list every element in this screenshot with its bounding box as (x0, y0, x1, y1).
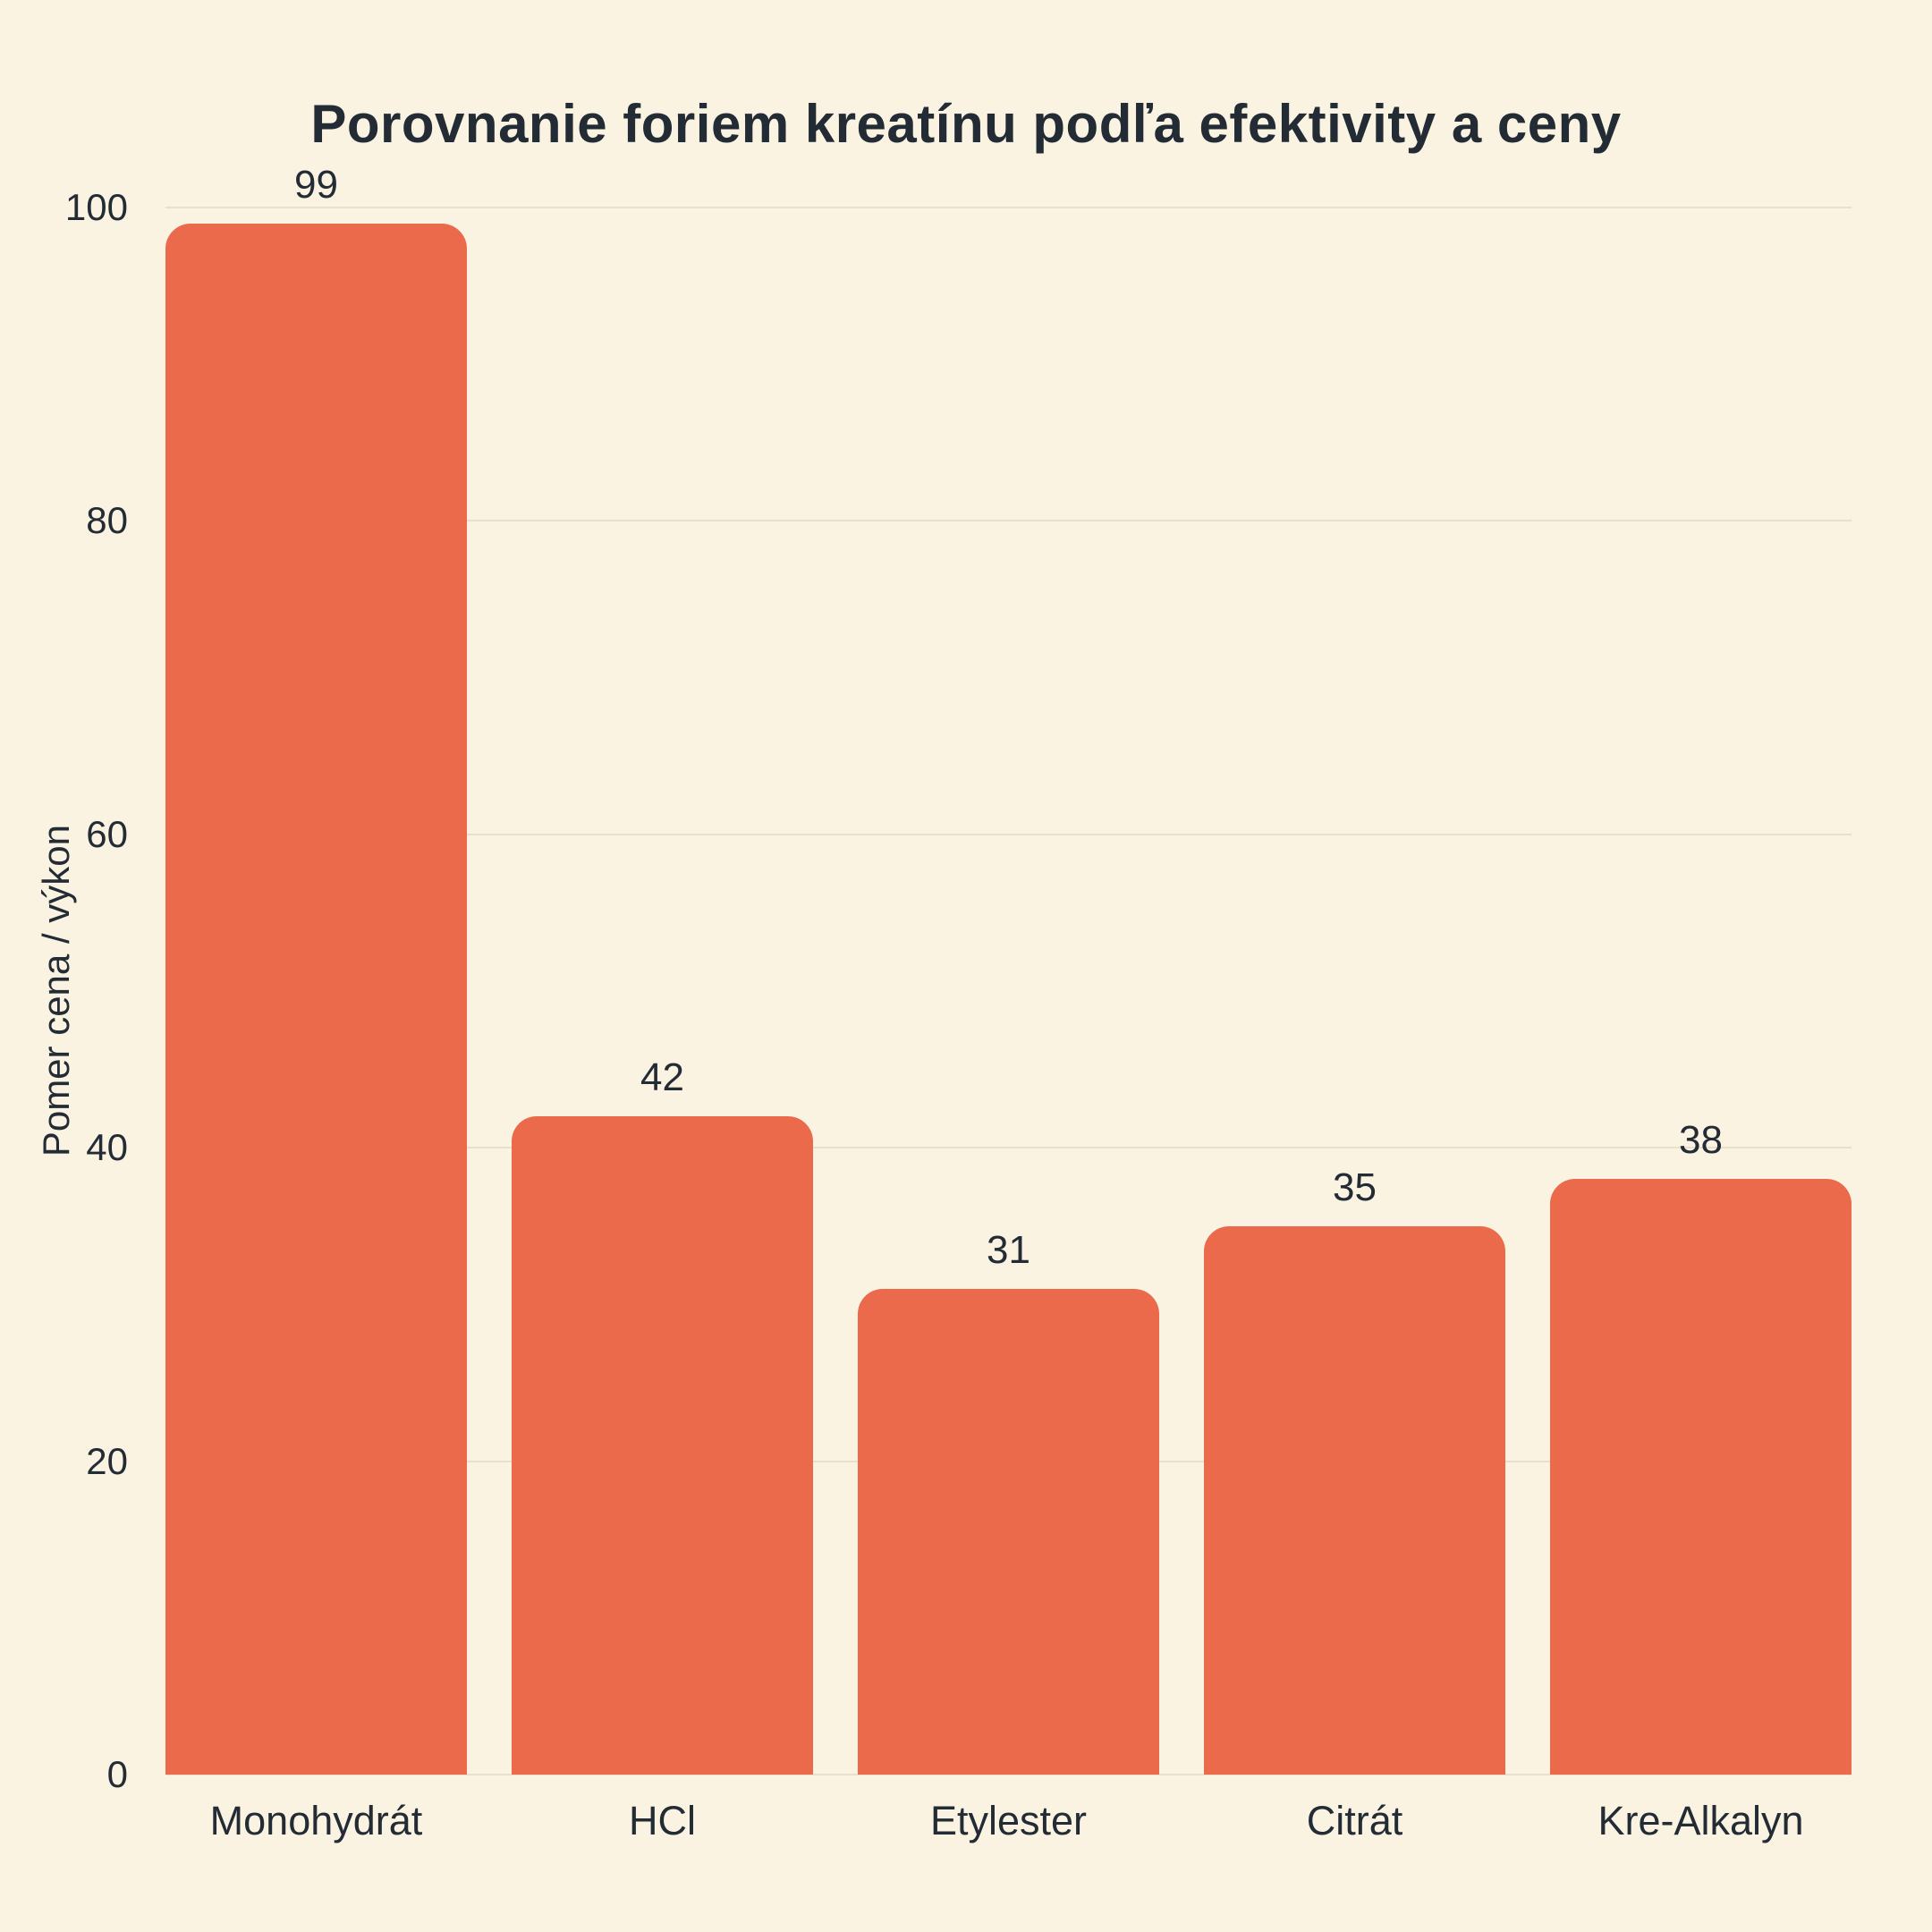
y-tick-label: 40 (86, 1126, 128, 1169)
y-axis-label: Pomer cena / výkon (35, 825, 77, 1157)
bar: 42 (512, 1055, 813, 1775)
bar-value-label: 31 (987, 1227, 1030, 1272)
chart-title: Porovnanie foriem kreatínu podľa efektiv… (310, 94, 1622, 154)
x-axis-labels: Monohydrát HCl Etylester Citrát Kre-Alkalyn (165, 1798, 1852, 1844)
gridline (165, 520, 1852, 522)
x-axis-label: Citrát (1306, 1798, 1403, 1843)
bar: 99 (165, 163, 467, 1775)
gridline (165, 207, 1852, 208)
gridline (165, 1147, 1852, 1149)
bar-value-label: 42 (640, 1055, 684, 1100)
x-axis-label: Etylester (929, 1798, 1088, 1843)
x-axis-label: Monohydrát (209, 1798, 423, 1843)
x-axis-label: Kre-Alkalyn (1597, 1798, 1804, 1843)
bar-value-label: 35 (1333, 1165, 1377, 1209)
y-tick-label: 0 (106, 1753, 128, 1795)
plot-area: 99 42 31 35 38 Monohydrát HCl Etylester Citrát K… (65, 163, 1852, 1843)
bar-column: 31 (858, 208, 1159, 1775)
gridline (165, 833, 1852, 835)
bar: 35 (1204, 1165, 1505, 1775)
y-tick-label: 80 (86, 499, 128, 542)
bar: 38 (1550, 1118, 1852, 1775)
bars: 99 42 31 35 38 (165, 163, 1852, 1775)
y-tick-label: 20 (86, 1439, 128, 1482)
y-axis-label-container: Pomer cena / výkon (25, 208, 88, 1775)
x-axis-label: HCl (629, 1798, 696, 1843)
bar: 31 (858, 1228, 1159, 1775)
gridline (165, 1774, 1852, 1775)
y-tick-label: 100 (64, 186, 128, 228)
bar-column: 35 (1204, 208, 1505, 1775)
bar-value-label: 99 (294, 162, 338, 207)
bar-column: 42 (512, 208, 813, 1775)
y-tick-label: 60 (86, 812, 128, 855)
bar-column: 99 (165, 163, 467, 1775)
bar-value-label: 38 (1679, 1118, 1723, 1163)
bar-column: 38 (1550, 208, 1852, 1775)
